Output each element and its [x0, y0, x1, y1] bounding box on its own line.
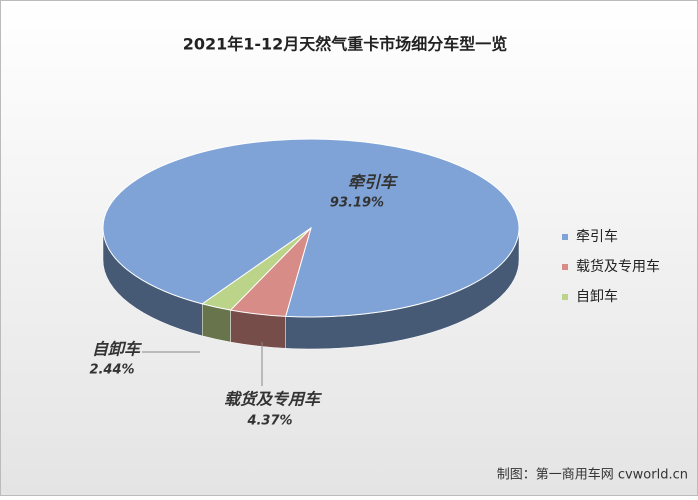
slice [201, 227, 312, 311]
legend-label: 牵引车 [576, 228, 618, 245]
legend-swatch [562, 234, 568, 240]
data-label-value: 2.44% [89, 363, 134, 378]
source-note: 制图：第一商用车网 cvworld.cn [497, 467, 688, 483]
data-label-name: 载货及专用车 [224, 390, 322, 409]
data-label-value: 93.19% [330, 196, 384, 211]
chart-title: 2021年1-12月天然气重卡市场细分车型一览 [183, 35, 508, 54]
legend-swatch [562, 264, 568, 270]
data-label-name: 牵引车 [348, 173, 398, 192]
legend-label: 自卸车 [576, 288, 618, 305]
legend-swatch [562, 294, 568, 300]
legend-label: 载货及专用车 [576, 258, 660, 275]
data-label-value: 4.37% [246, 414, 292, 429]
data-label-name: 自卸车 [92, 340, 142, 359]
